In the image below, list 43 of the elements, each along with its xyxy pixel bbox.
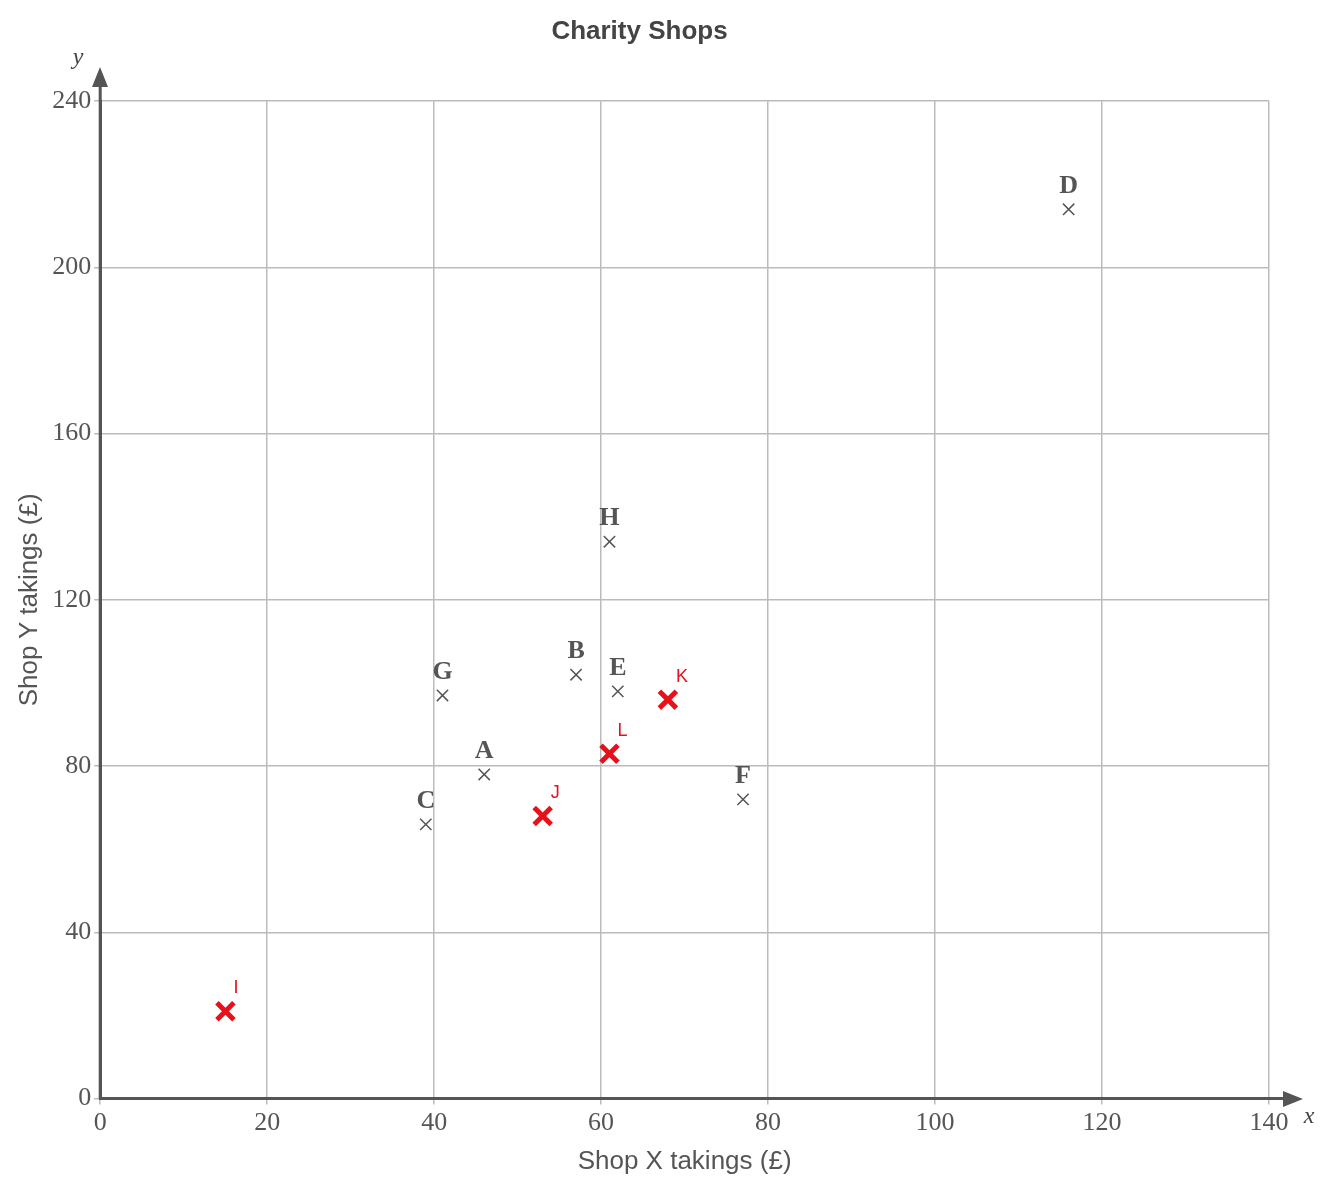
annotation: F [735, 760, 751, 790]
text: x [1302, 1101, 1315, 1128]
point [736, 792, 750, 806]
y-tick-label: 120 [52, 583, 92, 613]
y-axis-title: Shop Y takings (£) [12, 493, 43, 707]
text: y [70, 42, 84, 69]
annotation: C [416, 785, 436, 815]
point [419, 817, 433, 831]
point [598, 742, 621, 765]
point [214, 1000, 237, 1023]
point [477, 768, 491, 781]
point [1062, 202, 1076, 216]
x-tick-label: 140 [1249, 1107, 1289, 1137]
point [569, 668, 583, 682]
point [611, 684, 625, 698]
chart-title: Charity Shops [551, 14, 728, 45]
x-tick-label: 60 [588, 1107, 615, 1137]
annotation: J [550, 781, 560, 802]
point [656, 688, 679, 711]
annotation: D [1059, 169, 1079, 199]
point [531, 805, 554, 827]
y-tick-label: 200 [52, 251, 92, 281]
y-tick-label: 240 [52, 85, 92, 115]
point [603, 535, 616, 549]
annotation: I [233, 977, 239, 998]
annotation: H [599, 502, 620, 532]
y-tick-label: 80 [65, 749, 92, 779]
annotation: E [609, 652, 627, 682]
y-tick-label: 40 [65, 916, 92, 946]
x-axis-title: Shop X takings (£) [577, 1144, 792, 1175]
x-tick-label: 80 [755, 1107, 782, 1137]
annotation: G [432, 656, 453, 686]
x-tick-label: 100 [915, 1107, 955, 1137]
x-tick-label: 20 [254, 1107, 281, 1137]
annotation: A [474, 735, 494, 765]
y-tick-label: 160 [52, 417, 92, 447]
annotation: K [675, 665, 688, 686]
y-tick-label: 0 [78, 1082, 92, 1112]
annotation: B [567, 635, 585, 665]
x-tick-label: 40 [421, 1107, 448, 1137]
annotation: L [617, 719, 628, 740]
x-tick-label: 120 [1082, 1107, 1122, 1137]
point [436, 689, 449, 702]
